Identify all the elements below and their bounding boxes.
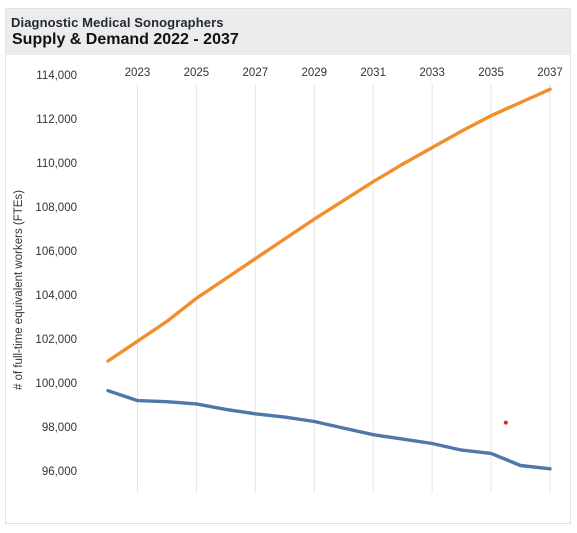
series-line-2 (106, 389, 552, 471)
y-tick-label: 108,000 (35, 202, 77, 214)
x-tick-label: 2033 (419, 67, 445, 79)
chart-title: Supply & Demand 2022 - 2037 (12, 31, 239, 48)
y-tick-label: 114,000 (36, 70, 77, 82)
y-tick-label: 112,000 (36, 114, 77, 126)
y-tick-label: 102,000 (35, 334, 77, 346)
x-tick-label: 2037 (537, 67, 563, 79)
chart-subtitle: Diagnostic Medical Sonographers (11, 15, 224, 30)
chart-panel: Diagnostic Medical Sonographers Supply &… (5, 8, 571, 524)
y-tick-label: 100,000 (35, 378, 77, 390)
y-axis-title: # of full-time equivalent workers (FTEs) (13, 190, 25, 390)
x-tick-label: 2025 (184, 67, 210, 79)
x-tick-label: 2027 (243, 67, 269, 79)
x-tick-label: 2035 (478, 67, 504, 79)
x-tick-label: 2023 (125, 67, 151, 79)
chart-header: Diagnostic Medical Sonographers Supply &… (6, 9, 570, 55)
x-tick-label: 2029 (301, 67, 327, 79)
y-tick-label: 106,000 (35, 246, 77, 258)
y-tick-label: 104,000 (35, 290, 77, 302)
series-line-1 (106, 87, 552, 363)
y-tick-label: 98,000 (42, 422, 77, 434)
y-tick-label: 110,000 (36, 158, 77, 170)
x-tick-label: 2031 (360, 67, 386, 79)
data-point-marker (503, 420, 508, 425)
y-tick-label: 96,000 (42, 466, 77, 478)
